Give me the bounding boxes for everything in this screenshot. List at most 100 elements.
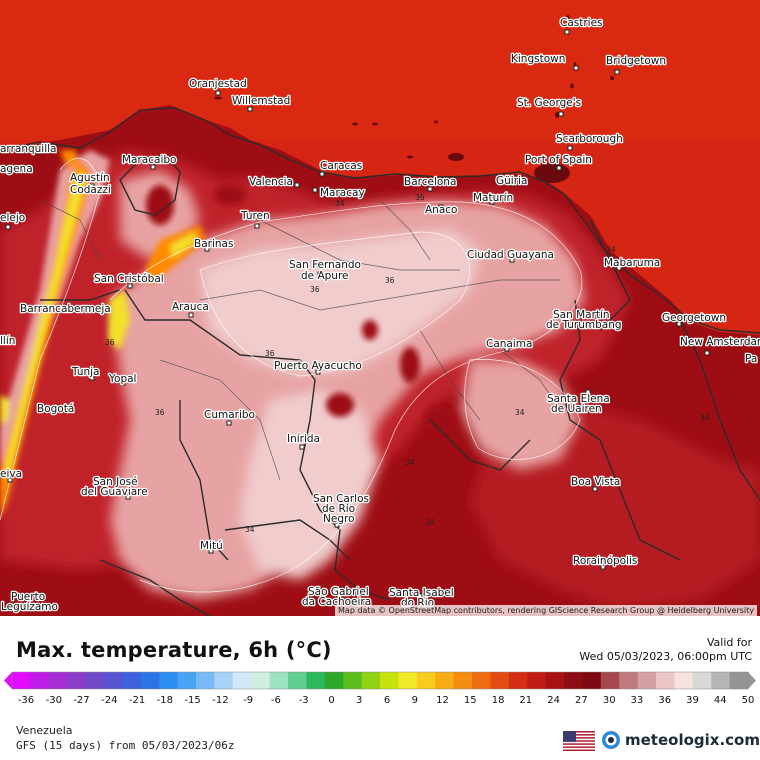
- isotherm-label: 36: [415, 193, 425, 202]
- scale-tick-label: 18: [492, 695, 505, 706]
- city-label: Valencia: [249, 176, 293, 188]
- scale-swatch: [48, 672, 68, 689]
- city-label: Inírida: [287, 433, 320, 445]
- isotherm-label: 36: [310, 285, 320, 294]
- isotherm-label: 34: [425, 518, 435, 527]
- scale-swatch: [324, 672, 344, 689]
- isotherm-label: 36: [105, 338, 115, 347]
- scale-tick-label: 27: [575, 695, 588, 706]
- city-label: Maracaibo: [122, 154, 176, 166]
- isotherm-label: 34: [606, 245, 616, 254]
- city-label: arranquilla: [0, 143, 56, 155]
- scale-tick-label: -27: [73, 695, 89, 706]
- city-label: Negro: [323, 513, 355, 525]
- isotherm-label: 34: [515, 408, 525, 417]
- city-label: Georgetown: [662, 312, 726, 324]
- scale-swatch: [582, 672, 602, 689]
- isotherm-label: 36: [265, 349, 275, 358]
- scale-swatch: [251, 672, 271, 689]
- scale-swatch: [12, 672, 31, 689]
- scale-tick-label: 30: [603, 695, 616, 706]
- city-label: San Martín: [553, 309, 610, 321]
- scale-swatch: [416, 672, 436, 689]
- region-label: Venezuela: [16, 724, 73, 737]
- scale-swatch: [214, 672, 234, 689]
- city-label: St. George's: [517, 97, 581, 109]
- isotherm-labels: 36 36 36 34 34 36 34 34 34 34 36 36 34: [105, 193, 710, 534]
- scale-tick-label: 50: [742, 695, 755, 706]
- city-label: Santa Isabel: [389, 587, 454, 599]
- scale-swatch: [435, 672, 455, 689]
- city-label: Barinas: [194, 238, 233, 250]
- isotherm-label: 34: [245, 525, 255, 534]
- city-label: Leguízamo: [1, 601, 58, 613]
- scale-swatch: [527, 672, 547, 689]
- city-label: Bridgetown: [606, 55, 666, 67]
- scale-swatch: [85, 672, 105, 689]
- city-label: Puerto: [11, 591, 45, 603]
- city-label: Santa Elena: [547, 393, 610, 405]
- scale-swatch: [398, 672, 418, 689]
- city-label: Pa: [745, 353, 757, 365]
- isotherm-label: 36: [385, 276, 395, 285]
- scale-tick-label: -3: [299, 695, 309, 706]
- model-info: GFS (15 days) from 05/03/2023/06z: [16, 739, 235, 752]
- city-label: Maturín: [473, 192, 513, 204]
- city-label: Canaima: [486, 338, 532, 350]
- scale-swatch: [288, 672, 307, 689]
- city-label: San Fernando: [289, 259, 361, 271]
- city-label: Bogotá: [37, 403, 74, 415]
- scale-tick-label: -21: [129, 695, 145, 706]
- scale-swatch: [140, 672, 160, 689]
- scale-swatch: [361, 672, 381, 689]
- scale-swatch: [674, 672, 694, 689]
- scale-swatch: [472, 672, 491, 689]
- scale-swatch: [564, 672, 583, 689]
- city-label: del Guaviare: [81, 486, 148, 498]
- temperature-map: 36 36 36 34 34 36 34 34 34 34 36 36 34: [0, 0, 760, 616]
- scale-swatch: [600, 672, 620, 689]
- city-label: Turen: [240, 210, 270, 222]
- scale-swatch: [711, 672, 731, 689]
- scale-tick-label: 33: [631, 695, 644, 706]
- city-label: Castries: [560, 17, 603, 29]
- city-label: Caracas: [320, 160, 362, 172]
- scale-swatch: [104, 672, 123, 689]
- scale-tick-label: 39: [686, 695, 699, 706]
- scale-swatch: [490, 672, 510, 689]
- scale-swatch: [232, 672, 252, 689]
- scale-swatch: [177, 672, 197, 689]
- scale-tick-label: -30: [46, 695, 62, 706]
- city-markers: [5, 29, 710, 611]
- isotherm-label: 36: [155, 408, 165, 417]
- city-label: Scarborough: [556, 133, 623, 145]
- city-label: Barcelona: [404, 176, 456, 188]
- scale-tick-label: 15: [464, 695, 477, 706]
- scale-tick-label: -9: [243, 695, 253, 706]
- city-label: Mabaruma: [604, 257, 660, 269]
- us-flag-icon[interactable]: [563, 731, 595, 751]
- city-label: Agustín: [70, 172, 110, 184]
- scale-swatch: [67, 672, 87, 689]
- scale-tick-label: 21: [519, 695, 532, 706]
- scale-swatch: [269, 672, 289, 689]
- scale-swatch: [122, 672, 142, 689]
- scale-tick-label: 12: [436, 695, 449, 706]
- city-label: de Turumbang: [546, 319, 622, 331]
- city-label: Barrancabermeja: [20, 303, 111, 315]
- scale-tick-label: 9: [412, 695, 418, 706]
- scale-swatch: [637, 672, 657, 689]
- isotherm-label: 34: [335, 199, 345, 208]
- brand-name: meteologix.com: [625, 731, 760, 749]
- city-label: Cumaribo: [204, 409, 255, 421]
- scale-swatch: [196, 672, 215, 689]
- scale-tick-label: 44: [714, 695, 727, 706]
- meteologix-logo[interactable]: meteologix.com: [601, 729, 760, 751]
- valid-time: Wed 05/03/2023, 06:00pm UTC: [579, 650, 752, 663]
- isotherm-label: 34: [700, 413, 710, 422]
- city-label: Port of Spain: [525, 154, 592, 166]
- scale-tick-label: 6: [384, 695, 390, 706]
- city-label: Güiria: [496, 175, 527, 187]
- city-label: Codazzi: [70, 184, 111, 196]
- scale-tick-label: -15: [184, 695, 200, 706]
